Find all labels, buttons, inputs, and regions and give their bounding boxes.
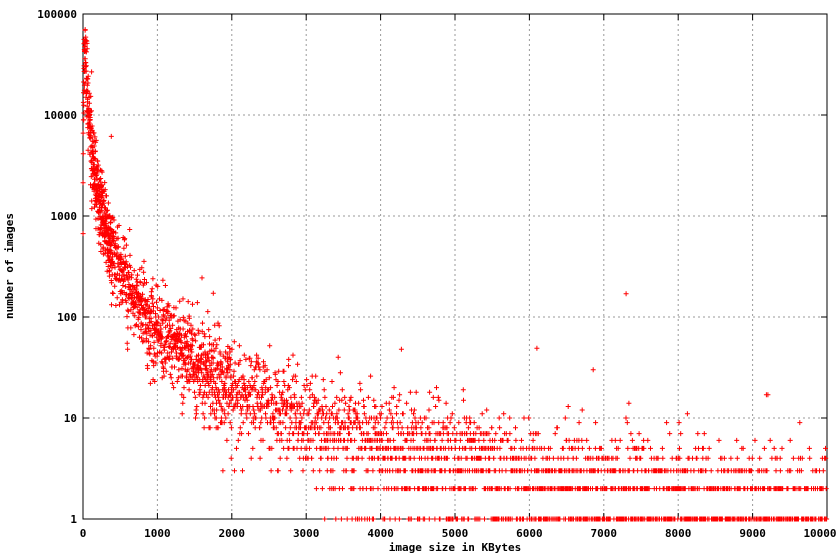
x-tick-label: 6000: [516, 527, 543, 540]
x-tick-label: 3000: [293, 527, 320, 540]
y-tick-label: 100: [57, 311, 77, 324]
x-tick-label: 8000: [665, 527, 692, 540]
y-axis-title: number of images: [3, 213, 16, 319]
x-tick-label: 2000: [219, 527, 246, 540]
x-tick-label: 4000: [367, 527, 394, 540]
x-tick-label: 10000: [803, 527, 836, 540]
y-tick-label: 10000: [44, 109, 77, 122]
x-axis-title: image size in KBytes: [389, 541, 521, 554]
y-tick-label: 100000: [37, 8, 77, 21]
x-tick-label: 9000: [739, 527, 766, 540]
y-tick-label: 10: [64, 412, 77, 425]
x-tick-label: 7000: [591, 527, 618, 540]
y-tick-label: 1000: [51, 210, 78, 223]
tick-labels: 0 1000 2000 3000 4000 5000 6000 7000 8000 9000 100…: [37, 8, 836, 540]
data-points: [80, 27, 830, 522]
x-tick-label: 1000: [144, 527, 171, 540]
x-tick-label: 5000: [442, 527, 469, 540]
x-tick-label: 0: [80, 527, 87, 540]
y-tick-label: 1: [70, 513, 77, 526]
